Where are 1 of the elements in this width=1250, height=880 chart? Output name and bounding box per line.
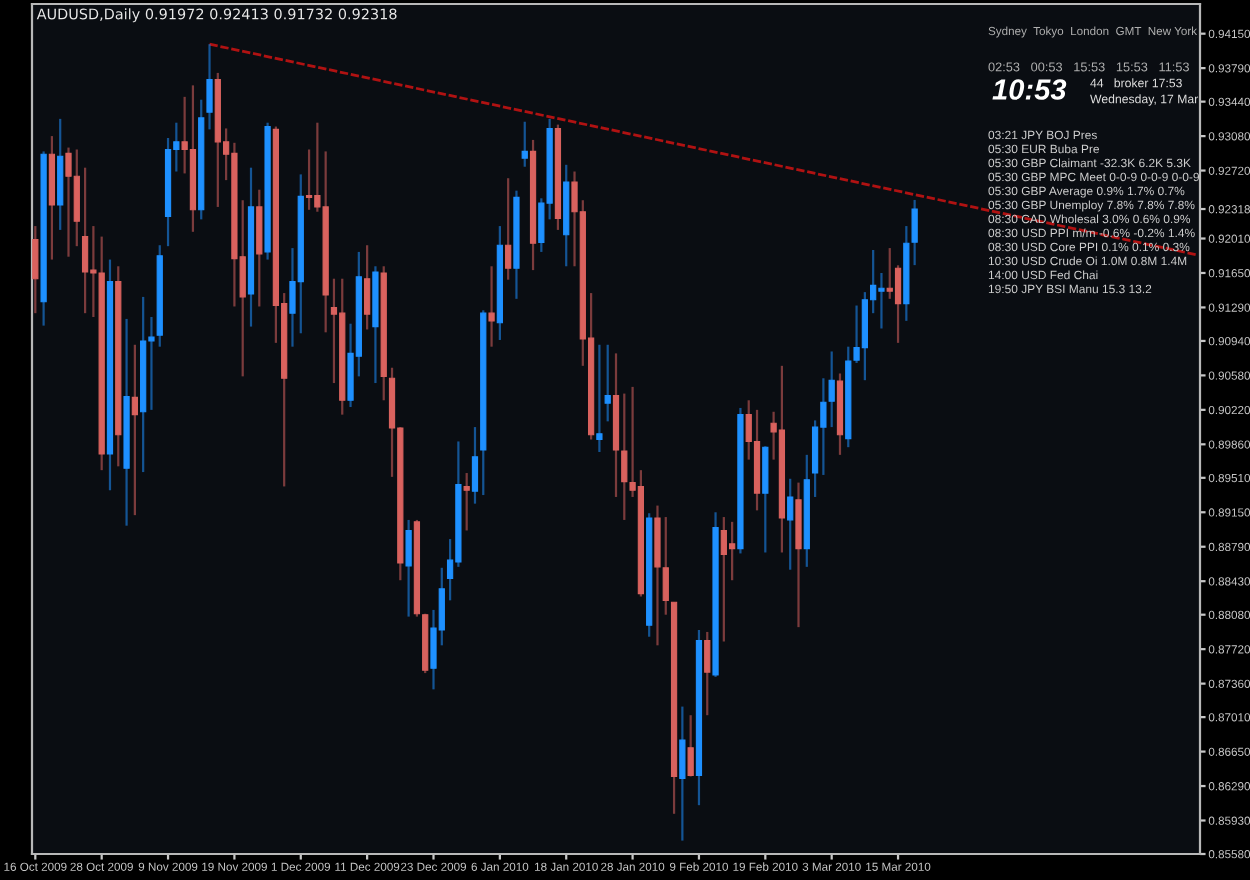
annotation: 10:53 bbox=[992, 79, 1067, 100]
